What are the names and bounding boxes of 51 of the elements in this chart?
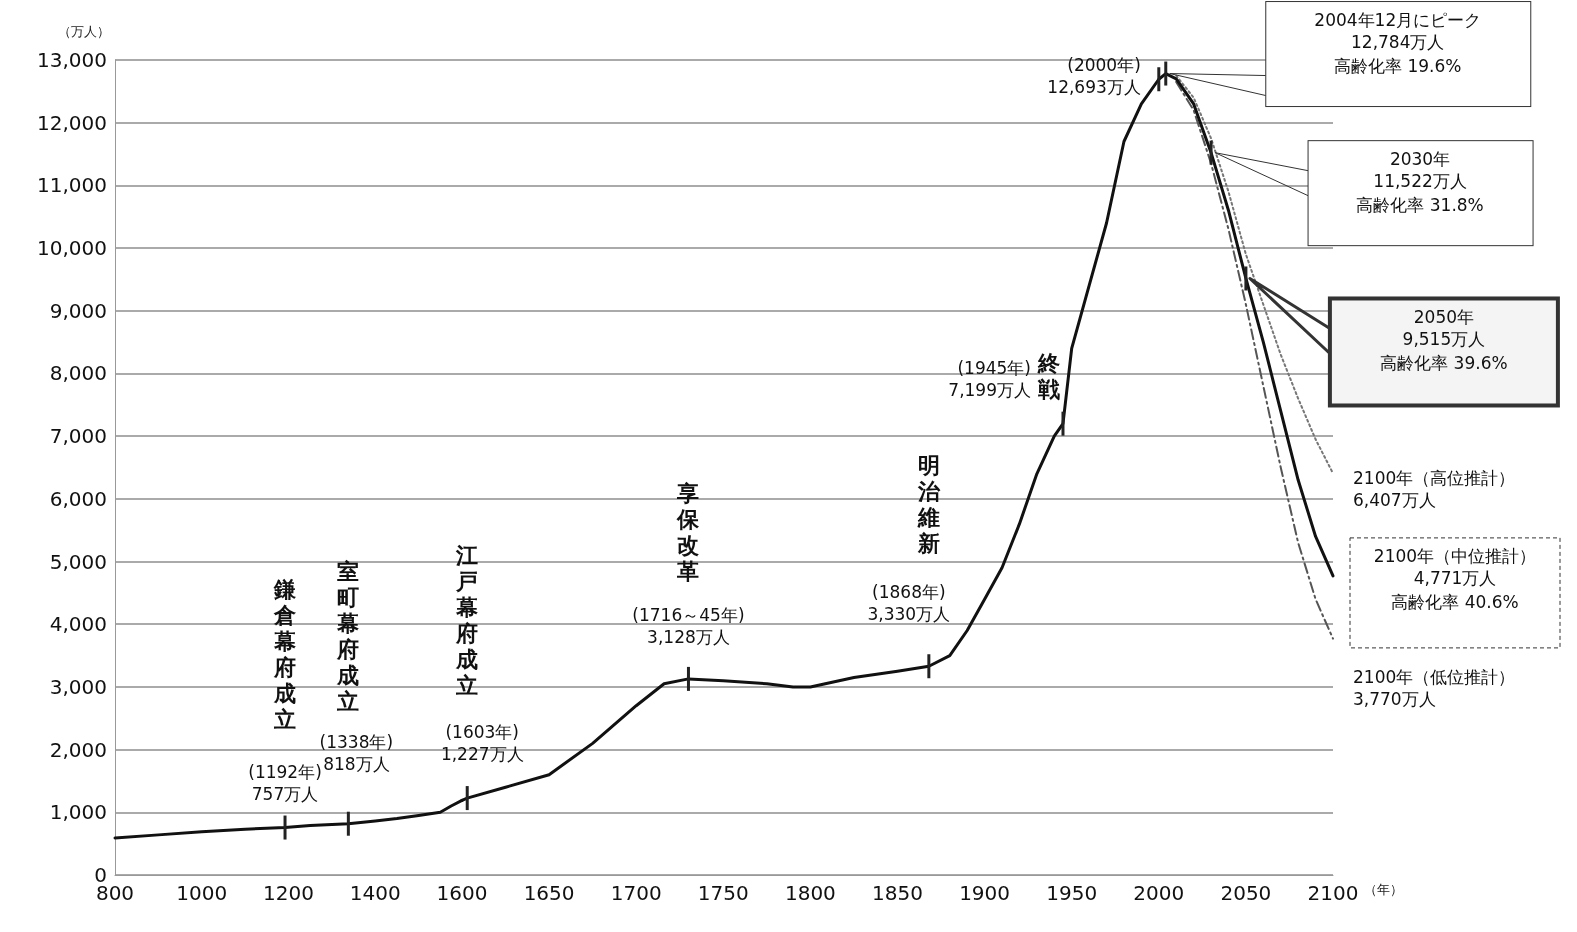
annotation: 鎌倉幕府成立	[273, 577, 298, 733]
x-tick-label: 1950	[1046, 881, 1098, 905]
y-tick-label: 7,000	[49, 424, 107, 449]
text: 2100年（中位推計） 4,771万人	[1373, 546, 1537, 589]
y-tick-label: 13,000	[37, 48, 107, 72]
annotation: (1716～45年) 3,128万人	[632, 605, 745, 648]
x-tick-label: 2000	[1133, 881, 1185, 905]
y-tick-label: 11,000	[37, 173, 107, 198]
annotation: 江戸幕府成立	[455, 542, 479, 698]
x-axis-title: （年）	[1364, 882, 1404, 897]
text: 2004年12月にピーク 12,784万人	[1314, 9, 1482, 52]
x-tick-label: 1700	[610, 881, 662, 905]
y-tick-label: 4,000	[49, 612, 107, 637]
x-tick-label: 1400	[349, 881, 401, 905]
text: 2100年（高位推計） 6,407万人	[1353, 468, 1516, 511]
text: 2030年 11,522万人	[1373, 148, 1467, 191]
y-tick-label: 1,000	[49, 800, 107, 825]
x-tick-label: 1800	[784, 881, 836, 905]
annotation: 明治維新	[916, 453, 941, 557]
x-tick-label: 1900	[959, 881, 1011, 905]
y-tick-label: 9,000	[49, 298, 107, 323]
y-tick-label: 2,000	[49, 737, 107, 762]
y-axis-title: （万人）	[58, 24, 110, 39]
text: 2100年（低位推計） 3,770万人	[1353, 666, 1516, 709]
x-tick-label: 1600	[436, 881, 488, 905]
text: 高齢化率 31.8%	[1356, 194, 1484, 215]
y-tick-label: 3,000	[49, 674, 107, 699]
x-tick-label: 1650	[523, 881, 575, 905]
y-tick-label: 6,000	[49, 486, 107, 511]
text: 2050年 9,515万人	[1402, 306, 1486, 349]
annotation: (1603年) 1,227万人	[440, 722, 524, 765]
x-tick-label: 1850	[872, 881, 923, 905]
x-tick-label: 1000	[176, 881, 228, 905]
y-tick-label: 8,000	[49, 361, 107, 386]
annotation: (2000年) 12,693万人	[1047, 55, 1141, 98]
y-tick-label: 10,000	[37, 236, 107, 261]
annotation: (1192年) 757万人	[248, 761, 322, 804]
text: 高齢化率 40.6%	[1391, 592, 1519, 613]
y-tick-label: 5,000	[49, 549, 107, 574]
annotation: 終戦	[1036, 350, 1060, 402]
annotation: (1868年) 3,330万人	[867, 582, 951, 625]
text: 高齢化率 19.6%	[1334, 55, 1462, 76]
x-tick-label: 1200	[263, 881, 314, 905]
x-tick-label: 1750	[697, 881, 749, 905]
annotation: 室町幕府成立	[336, 558, 360, 714]
x-tick-label: 2100	[1307, 881, 1359, 905]
x-tick-label: 2050	[1220, 881, 1272, 905]
annotation: 享保改革	[676, 480, 701, 584]
text: 高齢化率 39.6%	[1380, 352, 1508, 373]
annotation: (1945年) 7,199万人	[948, 357, 1031, 400]
y-tick-label: 12,000	[37, 110, 107, 135]
